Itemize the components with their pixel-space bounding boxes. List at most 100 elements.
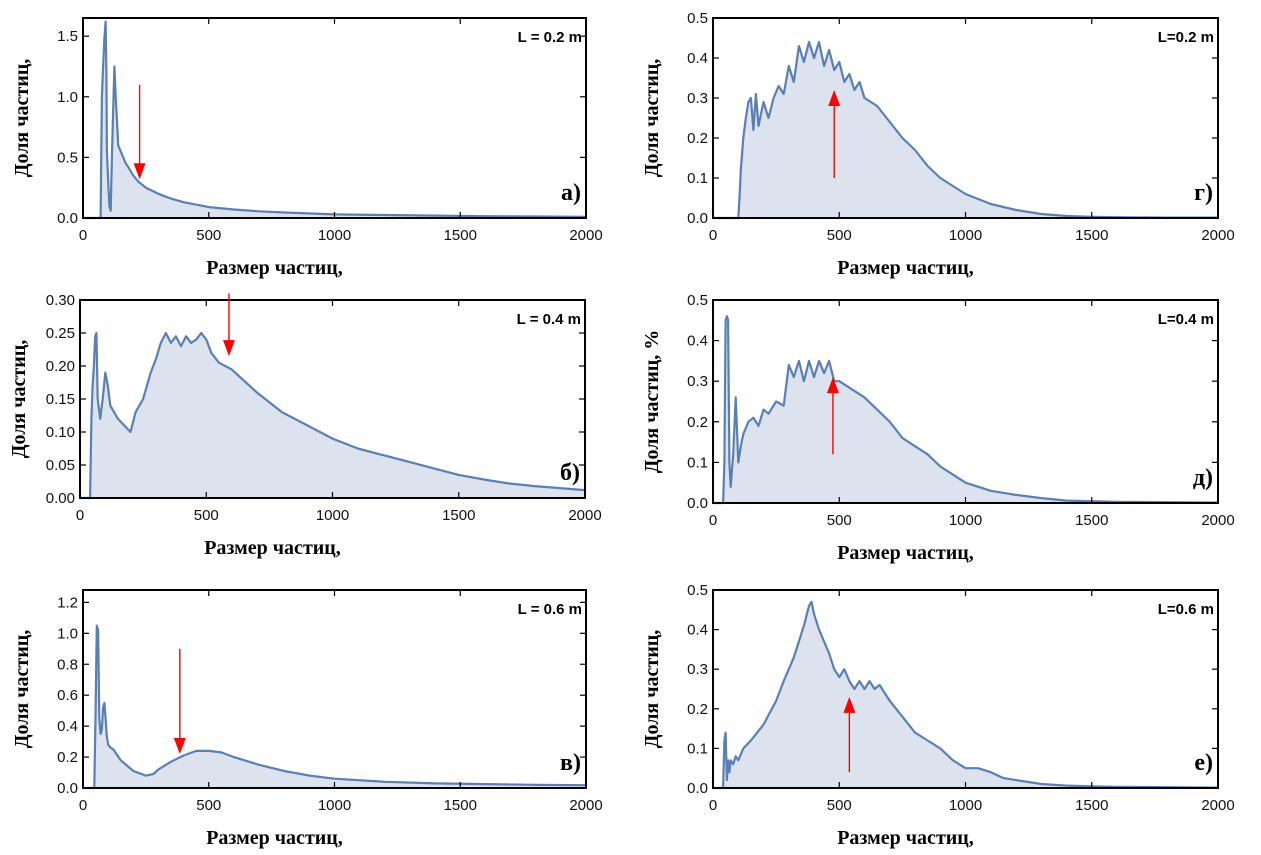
series-line	[713, 315, 1219, 505]
y-tick-label: 0.5	[57, 149, 78, 166]
y-tick-label: 0.30	[46, 292, 75, 309]
x-tick-label: 500	[827, 512, 852, 529]
y-tick-label: 0.0	[687, 210, 708, 227]
y-tick-label: 0.10	[46, 424, 75, 441]
y-axis-title: Доля частиц,	[641, 59, 663, 178]
x-tick-label: 1000	[316, 507, 349, 524]
length-annotation: L=0.4 m	[1158, 311, 1214, 328]
y-tick-label: 1.2	[57, 594, 78, 611]
panel-label: е)	[1194, 750, 1213, 776]
x-tick-label: 500	[194, 507, 219, 524]
chart-panel-3: 0 500 1000 1500 2000 0.0 0.2 0.4 0.6 0.8 1.0 1.2 L =…	[11, 589, 603, 849]
red-arrow-head	[828, 90, 841, 106]
x-tick-label: 1000	[949, 227, 982, 244]
panel-label: б)	[560, 460, 580, 486]
x-tick-label: 1500	[1075, 227, 1108, 244]
x-tick-label: 0	[709, 797, 717, 814]
x-tick-label: 2000	[569, 227, 602, 244]
red-arrow-head	[826, 377, 839, 394]
y-tick-label: 0.0	[687, 780, 708, 797]
y-tick-label: 0.20	[46, 358, 75, 375]
y-tick-label: 0.5	[687, 582, 708, 599]
y-tick-label: 0.5	[687, 10, 708, 27]
x-axis-title: Размер частиц,	[837, 542, 974, 564]
series-line	[83, 624, 587, 790]
x-tick-label: 0	[79, 797, 87, 814]
y-tick-label: 0.2	[687, 701, 708, 718]
y-tick-label: 0.0	[57, 210, 78, 227]
x-tick-label: 1500	[442, 507, 475, 524]
red-arrow-head	[173, 737, 186, 754]
y-tick-label: 0.4	[687, 333, 708, 350]
length-annotation: L = 0.4 m	[517, 311, 581, 328]
y-tick-label: 0.8	[57, 656, 78, 673]
series-line	[83, 20, 587, 220]
series-line	[80, 331, 586, 500]
panel-label: д)	[1193, 465, 1213, 491]
x-tick-label: 1500	[1075, 797, 1108, 814]
x-tick-label: 1500	[444, 797, 477, 814]
y-axis-title: Доля частиц,	[8, 340, 30, 459]
chart-panel-4: 0 500 1000 1500 2000 0.0 0.1 0.2 0.3 0.4 0.5 L=0.2 …	[641, 10, 1235, 279]
red-arrow-head	[843, 696, 856, 713]
x-tick-label: 1500	[1075, 512, 1108, 529]
x-axis-title: Размер частиц,	[837, 827, 974, 849]
y-tick-label: 0.4	[687, 50, 708, 67]
y-tick-label: 0.4	[687, 622, 708, 639]
length-annotation: L=0.2 m	[1158, 29, 1214, 46]
y-axis-title: Доля частиц,	[11, 59, 33, 178]
y-tick-label: 0.05	[46, 457, 75, 474]
y-tick-label: 0.6	[57, 687, 78, 704]
y-axis-title: Доля частиц,	[641, 630, 663, 749]
chart-panel-2: 0 500 1000 1500 2000 0.00 0.05 0.10 0.15 0.20 0.25…	[8, 292, 602, 559]
plot-frame	[82, 17, 587, 219]
series-line	[713, 40, 1218, 220]
y-tick-label: 0.3	[687, 661, 708, 678]
x-tick-label: 1000	[318, 797, 351, 814]
x-tick-label: 500	[196, 797, 221, 814]
y-tick-label: 0.3	[687, 90, 708, 107]
x-tick-label: 0	[709, 227, 717, 244]
x-axis-title: Размер частиц,	[206, 827, 343, 849]
length-annotation: L = 0.6 m	[518, 601, 582, 618]
x-tick-label: 2000	[1201, 797, 1234, 814]
series-area	[713, 316, 1218, 503]
x-tick-label: 2000	[1201, 227, 1234, 244]
x-tick-label: 1000	[949, 512, 982, 529]
y-tick-label: 0.1	[687, 454, 708, 471]
x-axis-title: Размер частиц,	[206, 257, 343, 279]
x-tick-label: 1000	[318, 227, 351, 244]
panel-label: а)	[561, 180, 581, 206]
y-tick-label: 0.0	[57, 780, 78, 797]
x-axis-title: Размер частиц,	[837, 257, 974, 279]
y-tick-label: 0.0	[687, 495, 708, 512]
x-tick-label: 1500	[444, 227, 477, 244]
series-area	[80, 333, 585, 498]
series-area	[713, 601, 1218, 788]
series-line	[713, 600, 1219, 790]
y-tick-label: 0.5	[687, 292, 708, 309]
y-axis-title: Доля частиц, %	[641, 330, 663, 474]
x-tick-label: 0	[79, 227, 87, 244]
x-tick-label: 0	[709, 512, 717, 529]
y-tick-label: 1.5	[57, 28, 78, 45]
x-tick-label: 2000	[1201, 512, 1234, 529]
y-tick-label: 0.00	[46, 490, 75, 507]
x-tick-label: 1000	[949, 797, 982, 814]
series-area	[713, 42, 1218, 218]
x-tick-label: 2000	[568, 507, 601, 524]
y-tick-label: 0.2	[57, 749, 78, 766]
y-tick-label: 0.25	[46, 325, 75, 342]
panel-label: в)	[560, 750, 581, 776]
length-annotation: L = 0.2 m	[518, 29, 582, 46]
series-area	[83, 21, 586, 218]
x-tick-label: 2000	[569, 797, 602, 814]
y-tick-label: 0.1	[687, 740, 708, 757]
x-axis-title: Размер частиц,	[204, 537, 341, 559]
y-tick-label: 0.4	[57, 718, 78, 735]
y-axis-title: Доля частиц,	[11, 630, 33, 749]
y-tick-label: 1.0	[57, 625, 78, 642]
red-arrow-head	[222, 340, 235, 357]
plot-frame	[82, 589, 587, 789]
